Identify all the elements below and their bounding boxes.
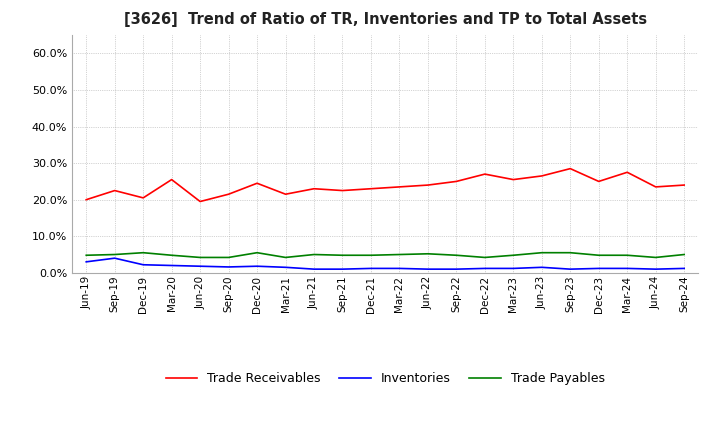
Legend: Trade Receivables, Inventories, Trade Payables: Trade Receivables, Inventories, Trade Pa… [161, 367, 610, 390]
Line: Inventories: Inventories [86, 258, 684, 269]
Inventories [395, 266, 404, 271]
Trade Receivables [537, 173, 546, 179]
Trade Receivables [452, 179, 461, 184]
Trade Receivables [423, 183, 432, 188]
Trade Payables [680, 252, 688, 257]
Line: Trade Payables: Trade Payables [86, 253, 684, 257]
Trade Receivables [680, 183, 688, 188]
Inventories [452, 267, 461, 272]
Trade Payables [167, 253, 176, 258]
Trade Receivables [110, 188, 119, 193]
Trade Payables [338, 253, 347, 258]
Trade Receivables [566, 166, 575, 171]
Trade Payables [196, 255, 204, 260]
Trade Receivables [253, 180, 261, 186]
Line: Trade Receivables: Trade Receivables [86, 169, 684, 202]
Trade Receivables [366, 186, 375, 191]
Inventories [566, 267, 575, 272]
Inventories [196, 264, 204, 269]
Trade Payables [310, 252, 318, 257]
Inventories [338, 267, 347, 272]
Inventories [82, 259, 91, 264]
Trade Receivables [395, 184, 404, 190]
Inventories [537, 265, 546, 270]
Trade Payables [480, 255, 489, 260]
Inventories [423, 267, 432, 272]
Trade Receivables [282, 191, 290, 197]
Inventories [167, 263, 176, 268]
Trade Payables [110, 252, 119, 257]
Trade Payables [282, 255, 290, 260]
Inventories [139, 262, 148, 268]
Trade Receivables [652, 184, 660, 190]
Trade Payables [395, 252, 404, 257]
Inventories [310, 267, 318, 272]
Trade Payables [623, 253, 631, 258]
Inventories [110, 256, 119, 261]
Trade Payables [566, 250, 575, 255]
Inventories [652, 267, 660, 272]
Trade Payables [253, 250, 261, 255]
Trade Payables [366, 253, 375, 258]
Trade Receivables [623, 170, 631, 175]
Trade Payables [509, 253, 518, 258]
Trade Receivables [509, 177, 518, 182]
Trade Receivables [139, 195, 148, 201]
Inventories [680, 266, 688, 271]
Trade Payables [652, 255, 660, 260]
Inventories [509, 266, 518, 271]
Inventories [623, 266, 631, 271]
Inventories [225, 264, 233, 270]
Trade Payables [595, 253, 603, 258]
Trade Receivables [595, 179, 603, 184]
Inventories [480, 266, 489, 271]
Trade Payables [537, 250, 546, 255]
Inventories [282, 265, 290, 270]
Trade Payables [423, 251, 432, 257]
Trade Payables [139, 250, 148, 255]
Inventories [253, 264, 261, 269]
Trade Payables [225, 255, 233, 260]
Inventories [366, 266, 375, 271]
Trade Receivables [82, 197, 91, 202]
Trade Receivables [167, 177, 176, 182]
Trade Receivables [196, 199, 204, 204]
Trade Payables [452, 253, 461, 258]
Title: [3626]  Trend of Ratio of TR, Inventories and TP to Total Assets: [3626] Trend of Ratio of TR, Inventories… [124, 12, 647, 27]
Trade Receivables [480, 172, 489, 177]
Trade Receivables [225, 191, 233, 197]
Trade Receivables [310, 186, 318, 191]
Inventories [595, 266, 603, 271]
Trade Payables [82, 253, 91, 258]
Trade Receivables [338, 188, 347, 193]
